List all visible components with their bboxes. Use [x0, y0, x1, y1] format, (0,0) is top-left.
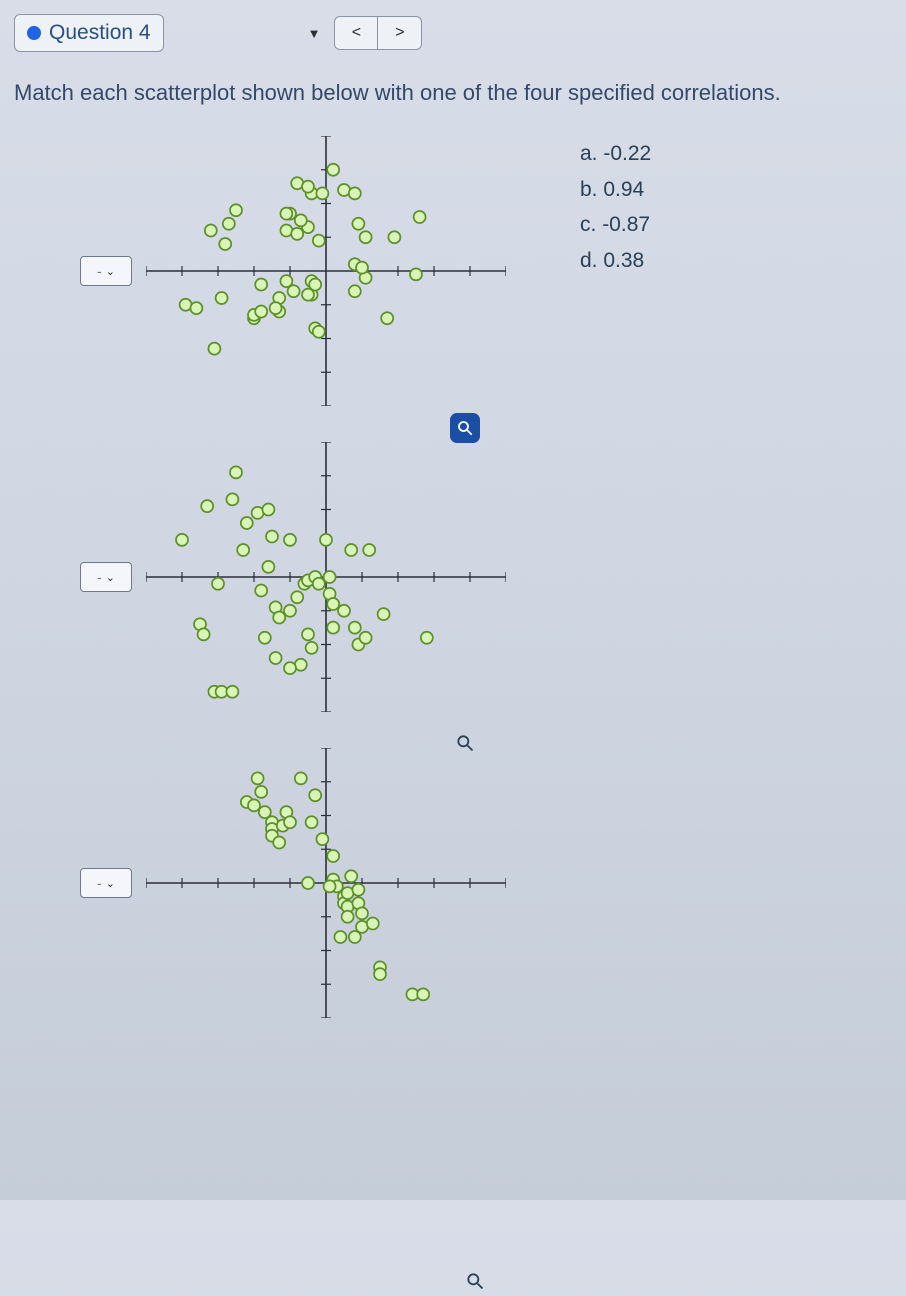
- prev-button[interactable]: <: [334, 16, 378, 50]
- status-dot-icon: [27, 26, 41, 40]
- option-b: b. 0.94: [580, 172, 651, 208]
- answer-select-1[interactable]: - ⌄: [80, 256, 132, 286]
- zoom-icon[interactable]: [460, 1266, 490, 1296]
- select-placeholder: -: [97, 569, 102, 585]
- plot-row-3: - ⌄: [80, 748, 906, 1018]
- plot-row-2: - ⌄: [80, 442, 906, 712]
- answer-select-2[interactable]: - ⌄: [80, 562, 132, 592]
- correlation-options: a. -0.22 b. 0.94 c. -0.87 d. 0.38: [580, 136, 651, 279]
- question-nav: < >: [334, 16, 422, 50]
- scatterplot-3: [146, 748, 506, 1018]
- option-c: c. -0.87: [580, 207, 651, 243]
- option-d: d. 0.38: [580, 243, 651, 279]
- question-chip[interactable]: Question 4: [14, 14, 164, 52]
- question-header: Question 4 ▼ < >: [0, 0, 906, 62]
- scatterplot-1: [146, 136, 506, 406]
- select-placeholder: -: [97, 263, 102, 279]
- answer-select-3[interactable]: - ⌄: [80, 868, 132, 898]
- question-label: Question 4: [49, 21, 151, 45]
- scatterplot-2: [146, 442, 506, 712]
- question-prompt: Match each scatterplot shown below with …: [0, 62, 906, 116]
- option-a: a. -0.22: [580, 136, 651, 172]
- chevron-down-icon: ⌄: [106, 877, 115, 890]
- chevron-down-icon: ⌄: [106, 265, 115, 278]
- zoom-icon[interactable]: [450, 728, 480, 758]
- next-button[interactable]: >: [378, 16, 422, 50]
- chevron-down-icon: ⌄: [106, 571, 115, 584]
- select-placeholder: -: [97, 875, 102, 891]
- plot-row-1: - ⌄: [80, 136, 906, 406]
- chevron-down-icon[interactable]: ▼: [308, 26, 321, 41]
- zoom-active-icon[interactable]: [450, 413, 480, 443]
- content-area: a. -0.22 b. 0.94 c. -0.87 d. 0.38 - ⌄ - …: [0, 116, 906, 1018]
